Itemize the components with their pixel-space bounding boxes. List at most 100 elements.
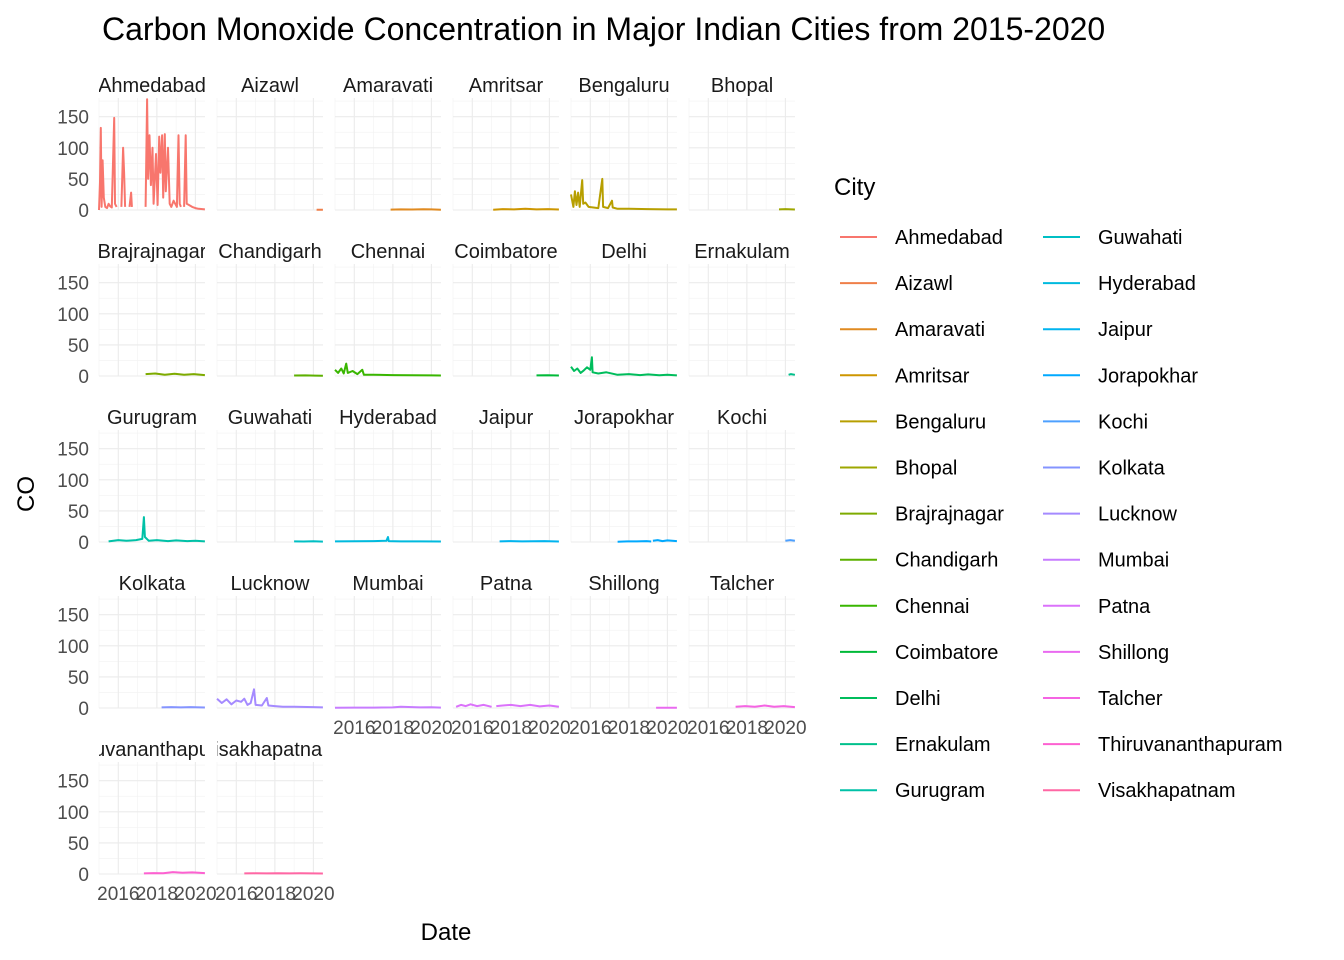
legend-item-chandigarh: Chandigarh xyxy=(840,550,998,572)
facet-panel-kolkata: Kolkata 0 50 100 150 xyxy=(57,573,205,720)
y-axis-title: CO xyxy=(13,476,40,512)
facet-panel-ernakulam: Ernakulam xyxy=(688,241,796,377)
facet-strip-label: Bhopal xyxy=(711,75,773,97)
y-tick-label: 100 xyxy=(57,305,89,326)
series-line-talcher xyxy=(735,704,795,709)
y-tick-label: 0 xyxy=(78,533,89,554)
facet-strip-label: Bengaluru xyxy=(578,75,669,97)
series-line-brajrajnagar xyxy=(145,372,205,377)
facet-panel-jorapokhar: Jorapokhar xyxy=(570,407,677,543)
facet-strip-label: Guwahati xyxy=(228,407,313,429)
legend-label: Delhi xyxy=(895,688,941,710)
legend-item-bengaluru: Bengaluru xyxy=(840,411,986,433)
facet-strip-label: Patna xyxy=(480,573,533,595)
legend-title: City xyxy=(834,174,875,201)
series-line-jorapokhar xyxy=(617,540,652,543)
legend-label: Patna xyxy=(1098,596,1151,618)
panel-grid xyxy=(334,264,441,377)
facet-strip-label: Jorapokhar xyxy=(574,407,674,429)
series-line-chennai xyxy=(334,362,441,377)
facet-panel-guwahati: Guwahati xyxy=(216,407,323,543)
series-line-ernakulam xyxy=(788,373,796,376)
series-line-kochi xyxy=(785,539,796,542)
legend-label: Visakhapatnam xyxy=(1098,780,1236,802)
facet-strip-label: Jaipur xyxy=(479,407,534,429)
legend-item-lucknow: Lucknow xyxy=(1043,504,1177,526)
legend: City Ahmedabad Aizawl Amaravati Amritsar Ben… xyxy=(834,174,1283,802)
panel-grid xyxy=(570,596,677,709)
x-tick-label: 2016 xyxy=(569,718,611,739)
series-bengaluru xyxy=(570,177,677,211)
x-tick-label: 2020 xyxy=(174,884,216,905)
series-line-ahmedabad xyxy=(183,134,205,211)
legend-label: Brajrajnagar xyxy=(895,504,1004,526)
y-tick-label: 50 xyxy=(68,336,89,357)
legend-item-aizawl: Aizawl xyxy=(840,273,953,295)
panel-grid xyxy=(688,596,795,709)
panel-grid xyxy=(216,264,323,377)
series-jorapokhar xyxy=(617,539,677,543)
facet-strip-label: Lucknow xyxy=(231,573,310,595)
legend-label: Bengaluru xyxy=(895,411,986,433)
facet-panel-brajrajnagar: Brajrajnagar 0 50 100 150 xyxy=(57,241,205,388)
legend-label: Amaravati xyxy=(895,319,985,341)
series-line-delhi xyxy=(570,356,677,377)
series-line-patna xyxy=(455,703,492,708)
legend-label: Gurugram xyxy=(895,780,985,802)
facet-strip-label: Hyderabad xyxy=(339,407,437,429)
panel-grid xyxy=(570,264,677,377)
panel-grid xyxy=(688,98,795,211)
y-tick-label: 150 xyxy=(57,440,89,461)
panel-grid xyxy=(98,596,205,709)
legend-item-hyderabad: Hyderabad xyxy=(1043,273,1196,295)
series-thiruvananthapuram xyxy=(143,871,205,875)
legend-item-bhopal: Bhopal xyxy=(840,458,957,480)
facet-strip-label: Ahmedabad xyxy=(98,75,206,97)
panel-grid xyxy=(688,430,795,543)
series-ahmedabad xyxy=(98,98,205,211)
legend-label: Thiruvananthapuram xyxy=(1098,734,1283,756)
facet-panel-amritsar: Amritsar xyxy=(452,75,559,211)
legend-item-ahmedabad: Ahmedabad xyxy=(840,227,1003,249)
facet-strip-label: Amaravati xyxy=(343,75,433,97)
facet-panel-kochi: Kochi xyxy=(688,407,796,543)
y-tick-label: 50 xyxy=(68,668,89,689)
series-line-amritsar xyxy=(493,207,559,211)
facet-strip-label: Kolkata xyxy=(119,573,187,595)
x-tick-label: 2020 xyxy=(646,718,688,739)
legend-label: Hyderabad xyxy=(1098,273,1196,295)
chart-title: Carbon Monoxide Concentration in Major I… xyxy=(102,11,1105,47)
panel-grid xyxy=(98,762,205,875)
facet-panel-hyderabad: Hyderabad xyxy=(334,407,441,543)
facet-strip-label: Gurugram xyxy=(107,407,197,429)
facet-panel-lucknow: Lucknow xyxy=(216,573,323,709)
x-tick-label: 2016 xyxy=(215,884,257,905)
legend-item-kochi: Kochi xyxy=(1043,411,1148,433)
facet-panel-gurugram: Gurugram 0 50 100 150 xyxy=(57,407,205,554)
panel-grid xyxy=(216,98,323,211)
x-tick-label: 2020 xyxy=(528,718,570,739)
legend-label: Mumbai xyxy=(1098,550,1169,572)
facet-panel-chandigarh: Chandigarh xyxy=(216,241,323,377)
facet-panel-chennai: Chennai xyxy=(334,241,441,377)
panel-grid xyxy=(334,98,441,211)
x-tick-label: 2016 xyxy=(333,718,375,739)
legend-item-amritsar: Amritsar xyxy=(840,365,970,387)
facet-strip-label: Talcher xyxy=(710,573,775,595)
facet-strip-label: Visakhapatnam xyxy=(201,739,339,761)
panel-grid xyxy=(216,430,323,543)
y-tick-label: 100 xyxy=(57,637,89,658)
legend-item-coimbatore: Coimbatore xyxy=(840,642,998,664)
y-tick-label: 50 xyxy=(68,170,89,191)
legend-item-mumbai: Mumbai xyxy=(1043,550,1169,572)
legend-label: Chandigarh xyxy=(895,550,998,572)
y-tick-label: 150 xyxy=(57,772,89,793)
series-patna xyxy=(455,703,560,708)
legend-label: Bhopal xyxy=(895,458,957,480)
legend-label: Guwahati xyxy=(1098,227,1183,249)
facet-panel-delhi: Delhi xyxy=(570,241,677,377)
facet-strip-label: Amritsar xyxy=(469,75,544,97)
legend-label: Shillong xyxy=(1098,642,1169,664)
legend-item-brajrajnagar: Brajrajnagar xyxy=(840,504,1004,526)
